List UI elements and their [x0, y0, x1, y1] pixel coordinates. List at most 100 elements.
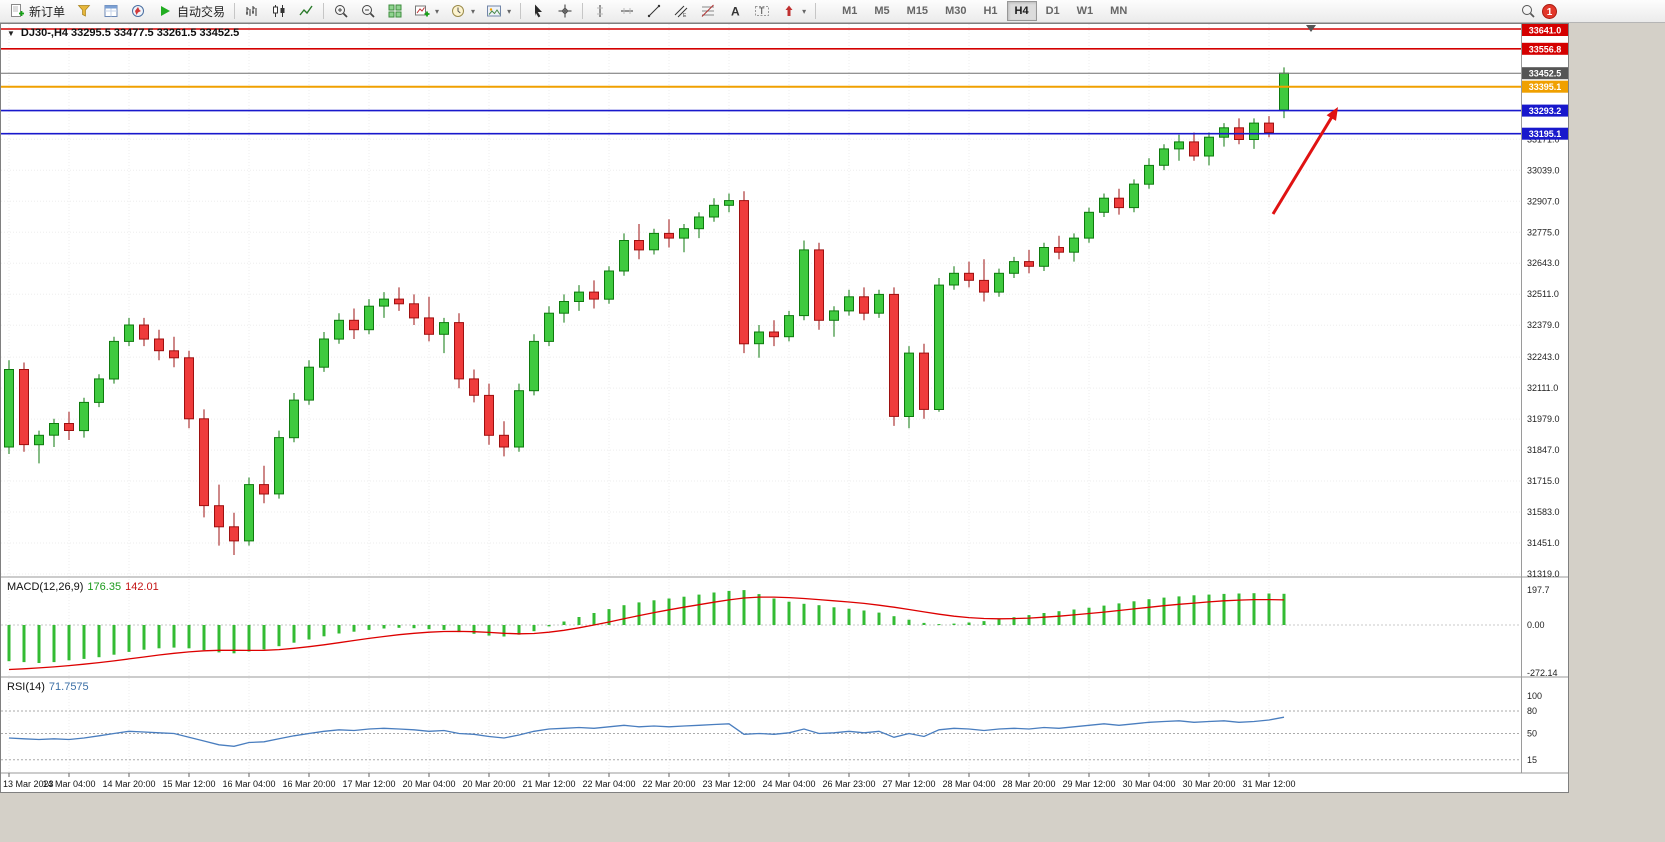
candle-body — [514, 390, 524, 448]
chart-background — [1, 24, 1568, 792]
timeframe-mn-button[interactable]: MN — [1102, 1, 1135, 21]
timeframe-m1-button[interactable]: M1 — [834, 1, 865, 21]
navigator-button[interactable] — [125, 1, 151, 21]
time-label: 28 Mar 20:00 — [1002, 779, 1055, 789]
price-tag[interactable] — [1522, 42, 1568, 55]
price-tag[interactable] — [1522, 67, 1568, 80]
cursor-button[interactable] — [525, 1, 551, 21]
chart-shift-marker[interactable] — [1306, 25, 1316, 32]
macd-histogram-bar — [532, 625, 536, 632]
price-tag[interactable] — [1522, 24, 1568, 36]
candle-body — [199, 418, 209, 507]
trend-arrow-head[interactable] — [1326, 107, 1338, 121]
timeframe-d1-button[interactable]: D1 — [1038, 1, 1068, 21]
candle-body — [169, 350, 179, 359]
price-scale[interactable]: 33171.033039.032907.032775.032643.032511… — [1522, 24, 1568, 765]
candle-body — [334, 319, 344, 340]
letter-a-icon: A — [727, 3, 743, 19]
price-tag[interactable] — [1522, 104, 1568, 117]
arrow-tool-icon — [781, 3, 797, 19]
timeframe-m30-button[interactable]: M30 — [937, 1, 974, 21]
macd-histogram-bar — [217, 625, 221, 653]
price-tick-label: 31583.0 — [1527, 507, 1560, 517]
price-tick-label: 32111.0 — [1527, 383, 1558, 393]
macd-histogram-bar — [907, 619, 911, 625]
macd-histogram-bar — [682, 596, 686, 625]
main-toolbar: 新订单 自动交易 ▾ ▾ ▾ E A T ▾ M1 M5 M15 M30 H1 H4 D1 W… — [0, 0, 1665, 23]
funnel-button[interactable] — [71, 1, 97, 21]
zoom-out-button[interactable] — [355, 1, 381, 21]
crosshair-button[interactable] — [552, 1, 578, 21]
horizontal-line-button[interactable] — [614, 1, 640, 21]
macd-histogram-bar — [847, 608, 851, 625]
time-label: 30 Mar 04:00 — [1122, 779, 1175, 789]
line-chart-button[interactable] — [293, 1, 319, 21]
new-chart-button[interactable]: ▾ — [409, 1, 444, 21]
trendline-icon — [646, 3, 662, 19]
price-tag[interactable] — [1522, 127, 1568, 140]
arrows-button[interactable]: ▾ — [776, 1, 811, 21]
trend-arrow[interactable] — [1271, 113, 1336, 215]
tile-windows-button[interactable] — [382, 1, 408, 21]
cursor-icon — [530, 3, 546, 19]
new-order-icon — [9, 3, 25, 19]
chart-window[interactable]: 33171.033039.032907.032775.032643.032511… — [0, 23, 1569, 793]
dropdown-caret-icon: ▾ — [471, 6, 476, 16]
timeframe-h1-button[interactable]: H1 — [975, 1, 1005, 21]
price-tick-label: 31715.0 — [1527, 476, 1560, 486]
notification-badge[interactable]: 1 — [1542, 3, 1557, 19]
price-tick-label: 32243.0 — [1527, 352, 1560, 362]
vertical-line-button[interactable] — [587, 1, 613, 21]
candlestick-chart-button[interactable] — [266, 1, 292, 21]
time-label: 27 Mar 12:00 — [882, 779, 935, 789]
macd-histogram-bar — [742, 590, 746, 625]
market-watch-button[interactable] — [98, 1, 124, 21]
time-label: 30 Mar 20:00 — [1182, 779, 1235, 789]
search-button[interactable] — [1515, 1, 1541, 21]
time-label: 14 Mar 04:00 — [42, 779, 95, 789]
macd-histogram-bar — [817, 605, 821, 625]
macd-histogram-bar — [1132, 601, 1136, 625]
new-chart-icon — [414, 3, 430, 19]
time-label: 16 Mar 04:00 — [222, 779, 275, 789]
channel-button[interactable]: E — [668, 1, 694, 21]
candle-body — [649, 232, 659, 251]
macd-histogram-bar — [187, 625, 191, 649]
chart-canvas[interactable]: 33171.033039.032907.032775.032643.032511… — [1, 24, 1568, 792]
templates-button[interactable]: ▾ — [481, 1, 516, 21]
timeframe-h4-button[interactable]: H4 — [1006, 1, 1037, 21]
price-tag[interactable] — [1522, 80, 1568, 93]
macd-histogram-bar — [82, 625, 86, 659]
timeframe-m15-button[interactable]: M15 — [899, 1, 936, 21]
macd-histogram-bar — [502, 625, 506, 637]
dropdown-caret-icon: ▾ — [435, 6, 440, 16]
macd-histogram-bar — [112, 625, 116, 655]
macd-histogram-bar — [172, 625, 176, 648]
text-label-button[interactable]: T — [749, 1, 775, 21]
text-button[interactable]: A — [722, 1, 748, 21]
macd-histogram-bar — [52, 625, 56, 663]
candle-body — [154, 338, 164, 352]
price-tick-label: 31451.0 — [1527, 538, 1560, 548]
zoom-in-button[interactable] — [328, 1, 354, 21]
timeframe-w1-button[interactable]: W1 — [1069, 1, 1102, 21]
crosshair-icon — [557, 3, 573, 19]
periods-button[interactable]: ▾ — [445, 1, 480, 21]
candle-body — [604, 270, 614, 300]
fibonacci-button[interactable] — [695, 1, 721, 21]
candle-body — [979, 279, 989, 293]
time-label: 31 Mar 12:00 — [1242, 779, 1295, 789]
price-tick-label: 32379.0 — [1527, 320, 1560, 330]
candle-body — [229, 526, 239, 542]
auto-trading-button[interactable]: 自动交易 — [152, 1, 230, 21]
new-order-button[interactable]: 新订单 — [4, 1, 70, 21]
timeframe-m5-button[interactable]: M5 — [866, 1, 897, 21]
macd-histogram-bar — [697, 594, 701, 625]
bar-chart-button[interactable] — [239, 1, 265, 21]
candle-body — [184, 357, 194, 420]
trendline-button[interactable] — [641, 1, 667, 21]
macd-scale-label: 0.00 — [1527, 620, 1545, 630]
candle-body — [1219, 127, 1229, 138]
candle-body — [124, 324, 134, 342]
